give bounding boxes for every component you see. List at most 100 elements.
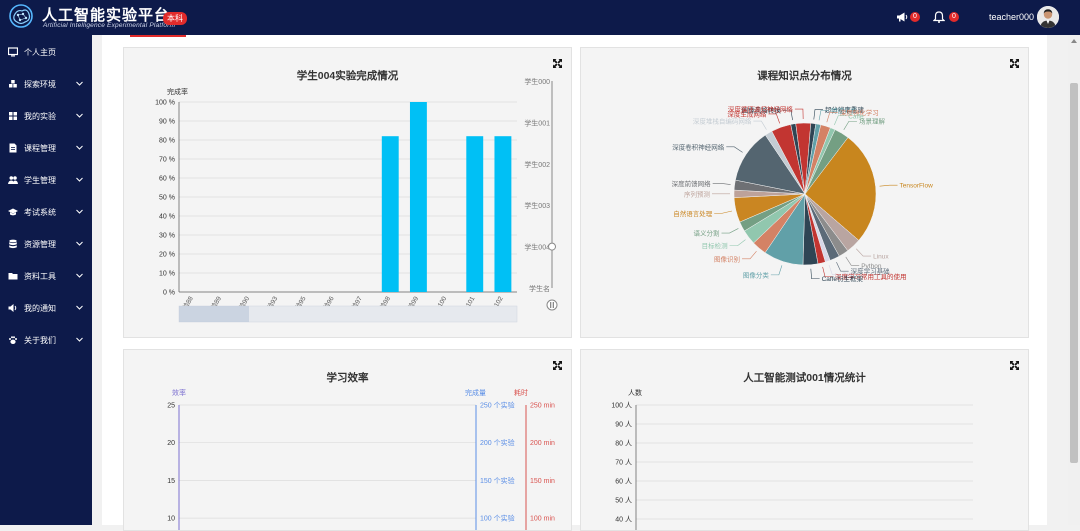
- pie-label-line: [714, 211, 732, 213]
- y-tick-label: 40 人: [615, 516, 632, 524]
- database-icon: [8, 239, 18, 249]
- efficiency-tick: 10: [167, 516, 175, 523]
- monitor-icon: [8, 47, 18, 57]
- sidebar-item-resources[interactable]: 资源管理: [0, 232, 92, 256]
- sidebar-item-about[interactable]: 关于我们: [0, 328, 92, 352]
- notification-count-badge: 0: [910, 12, 920, 22]
- chevron-down-icon: [76, 208, 83, 215]
- username-label[interactable]: teacher000: [989, 12, 1034, 22]
- pie-label-line: [795, 109, 803, 119]
- brain-logo-icon[interactable]: [8, 3, 38, 32]
- sidebar-item-label: 考试系统: [24, 207, 56, 218]
- y-tick-label: 60 人: [615, 478, 632, 486]
- pie-label-line: [814, 110, 823, 120]
- y-tick-label: 40 %: [159, 214, 175, 221]
- grid-icon: [8, 111, 18, 121]
- y-axis-label: 完成率: [167, 87, 188, 96]
- timeline-label: 学生004: [524, 243, 550, 252]
- axis-name: 耗时: [514, 388, 528, 397]
- sidebar-item-home[interactable]: 个人主页: [0, 40, 92, 64]
- y-tick-label: 70 人: [615, 459, 632, 467]
- chevron-down-icon: [76, 272, 83, 279]
- y-tick-label: 20 %: [159, 252, 175, 259]
- chevron-down-icon: [76, 240, 83, 247]
- pie-label-line: [730, 240, 746, 246]
- volume-icon: [8, 303, 18, 313]
- count-tick: 100 个实验: [480, 514, 515, 523]
- pie-label-line: [880, 185, 898, 186]
- pie-label-line: [811, 269, 820, 279]
- user-avatar-icon: [1037, 6, 1059, 28]
- timeline-label: 学生001: [524, 118, 550, 127]
- pie-label-line: [771, 265, 782, 275]
- bar: [382, 136, 399, 292]
- sidebar-item-label: 我的通知: [24, 303, 56, 314]
- chevron-down-icon: [76, 144, 83, 151]
- pie-label-line: [713, 183, 731, 184]
- efficiency-tick: 25: [167, 403, 175, 410]
- user-avatar[interactable]: [1037, 6, 1059, 28]
- pie-label: 深度前馈网络: [672, 179, 712, 188]
- timeline-pause-button: [547, 300, 557, 310]
- time-tick: 250 min: [530, 403, 555, 410]
- pie-label: 场景理解: [859, 117, 886, 126]
- sidebar-item-label: 课程管理: [24, 143, 56, 154]
- pause-bar-right: [553, 302, 554, 308]
- y-tick-label: 0 %: [163, 290, 175, 297]
- sidebar-item-courses[interactable]: 课程管理: [0, 136, 92, 160]
- axis-name: 完成量: [465, 388, 486, 397]
- sidebar-item-label: 资源管理: [24, 239, 56, 250]
- pie-label: Linux: [873, 254, 889, 261]
- cubes-icon: [8, 79, 18, 89]
- y-tick-label: 80 %: [159, 138, 175, 145]
- sidebar-item-notices[interactable]: 我的通知: [0, 296, 92, 320]
- sidebar-item-label: 资料工具: [24, 271, 56, 282]
- megaphone-icon[interactable]: [896, 11, 908, 23]
- scroll-up-arrow[interactable]: [1071, 39, 1077, 43]
- scroll-thumb[interactable]: [1070, 83, 1078, 463]
- page-scrollbar[interactable]: [1068, 35, 1080, 525]
- pie-label: 图像分类: [743, 270, 770, 279]
- pie-label: TensorFlow: [900, 183, 934, 190]
- count-tick: 250 个实验: [480, 401, 515, 410]
- pie-label: 深度循环递归神经网络: [728, 105, 794, 114]
- sidebar-item-tools[interactable]: 资料工具: [0, 264, 92, 288]
- people-icon: [8, 175, 18, 185]
- time-tick: 200 min: [530, 440, 555, 447]
- chevron-down-icon: [76, 176, 83, 183]
- pie-label: 深度卷积神经网络: [672, 142, 725, 151]
- sidebar-item-students[interactable]: 学生管理: [0, 168, 92, 192]
- timeline-label: 学生000: [524, 77, 550, 86]
- sidebar-item-label: 关于我们: [24, 335, 56, 346]
- sidebar-item-label: 探索环境: [24, 79, 56, 90]
- y-tick-label: 50 人: [615, 497, 632, 505]
- count-tick: 150 个实验: [480, 476, 515, 485]
- y-tick-label: 100 人: [611, 402, 632, 410]
- level-badge: 本科: [163, 12, 187, 25]
- pie-label-line: [742, 251, 756, 259]
- paw-icon: [8, 335, 18, 345]
- efficiency-tick: 15: [167, 478, 175, 485]
- sidebar: 个人主页 探索环境 我的实验 课程管理 学生管理 考试系统 资源管理 资料工具 …: [0, 35, 92, 525]
- pie-label-line: [836, 262, 848, 271]
- sidebar-item-exams[interactable]: 考试系统: [0, 200, 92, 224]
- pie-label-line: [753, 121, 766, 130]
- timeline-label: 学生002: [524, 160, 550, 169]
- y-tick-label: 70 %: [159, 157, 175, 164]
- bell-icon[interactable]: [933, 11, 945, 23]
- y-tick-label: 90 人: [615, 421, 632, 429]
- y-tick-label: 80 人: [615, 440, 632, 448]
- sidebar-item-label: 学生管理: [24, 175, 56, 186]
- folder-icon: [8, 271, 18, 281]
- sidebar-item-experiments[interactable]: 我的实验: [0, 104, 92, 128]
- sidebar-item-label: 个人主页: [24, 47, 56, 58]
- pie-label: 图像识别: [714, 254, 740, 263]
- sidebar-item-explore[interactable]: 探索环境: [0, 72, 92, 96]
- pie-label: 自然语言处理: [673, 209, 713, 218]
- bar: [494, 136, 511, 292]
